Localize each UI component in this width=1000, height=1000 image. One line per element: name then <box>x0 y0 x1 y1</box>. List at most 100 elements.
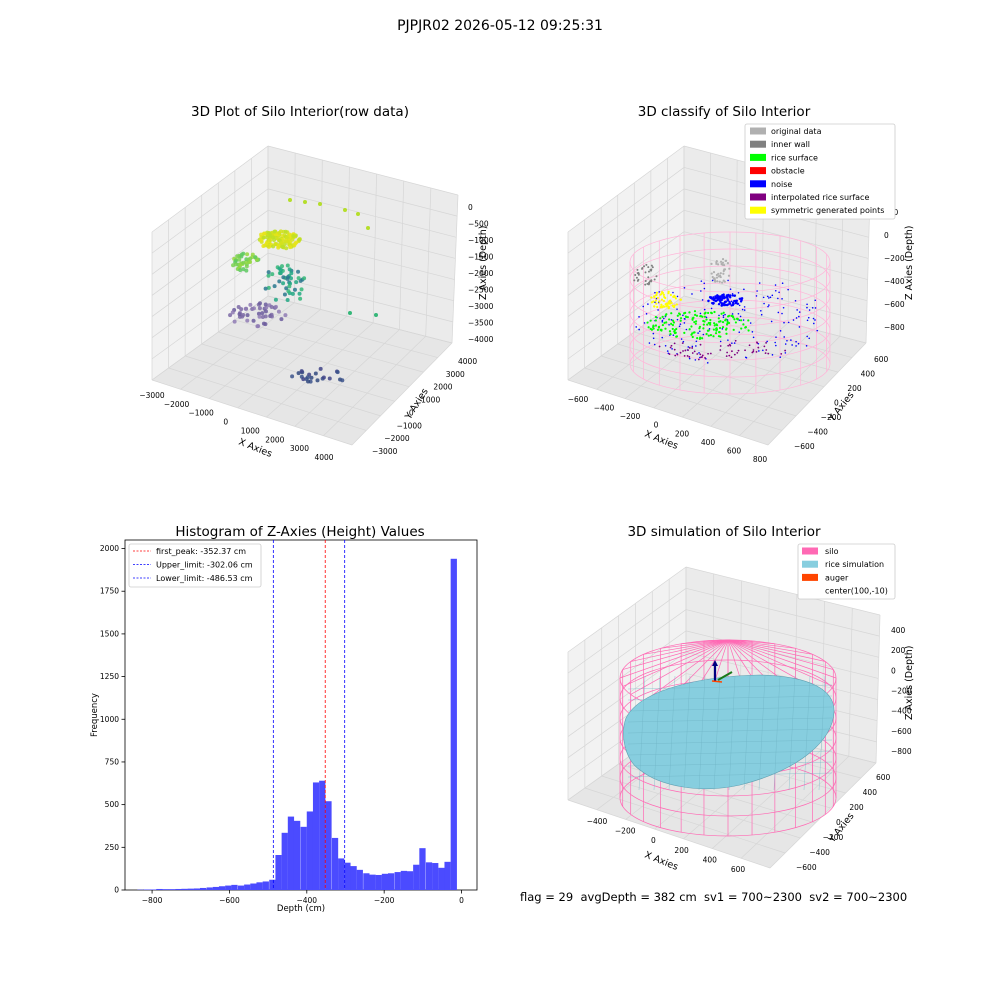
classified-point <box>724 259 728 262</box>
classified-point <box>690 325 693 328</box>
histogram-bar <box>444 861 451 890</box>
simulation-x-tick-label: −200 <box>615 827 636 836</box>
histogram-y-tick-label: 250 <box>105 843 120 852</box>
classified-point <box>707 352 709 355</box>
raw-plot-title: 3D Plot of Silo Interior(row data) <box>191 104 409 120</box>
classified-point <box>718 331 721 334</box>
classified-point <box>717 335 721 338</box>
classify-x-tick-label: −200 <box>620 412 641 421</box>
simulation-x-tick-labels: −400 −200 0 200 400 600 <box>587 817 746 874</box>
classified-point <box>744 326 747 329</box>
raw-data-point <box>278 241 283 246</box>
classified-point <box>787 288 789 291</box>
classified-point <box>701 315 704 318</box>
classified-point <box>798 315 800 318</box>
raw-data-point <box>279 317 284 322</box>
classified-point <box>700 280 703 282</box>
classified-point <box>719 275 722 279</box>
classified-point <box>654 301 656 304</box>
classified-point <box>661 320 664 323</box>
classify-y-tick-label: 200 <box>847 384 862 393</box>
classified-point <box>650 296 653 299</box>
classified-point <box>727 303 730 306</box>
classified-point <box>767 352 770 355</box>
classified-point <box>691 345 694 348</box>
classified-point <box>727 279 729 282</box>
classified-point <box>643 322 646 324</box>
raw-data-point <box>253 255 258 260</box>
histogram-bar <box>237 885 245 890</box>
histogram-x-tick-label: 0 <box>459 896 464 905</box>
classified-point <box>670 322 673 325</box>
classified-point <box>658 291 661 293</box>
classified-point <box>727 344 730 347</box>
classified-point <box>775 336 777 338</box>
classified-point <box>728 343 731 346</box>
classified-point <box>654 324 658 327</box>
classified-point <box>706 323 709 326</box>
raw-data-point <box>292 287 297 292</box>
classified-point <box>806 335 808 338</box>
classified-point <box>758 350 760 352</box>
classified-point <box>654 319 658 322</box>
classified-point <box>654 291 656 294</box>
classified-point <box>710 307 713 310</box>
classified-point <box>668 299 671 303</box>
raw-data-point <box>262 231 267 236</box>
classified-point <box>758 282 761 284</box>
classified-point <box>659 328 662 331</box>
simulation-legend: silo rice simulation auger center(100,-10) <box>797 543 896 600</box>
classified-point <box>805 345 808 347</box>
classified-point <box>767 305 769 308</box>
raw-x-tick-label: −3000 <box>139 391 165 400</box>
raw-data-point <box>244 268 249 273</box>
classified-point <box>794 299 797 302</box>
raw-data-point <box>313 371 318 376</box>
classified-point <box>683 317 686 320</box>
classify-x-tick-label: −600 <box>568 395 589 404</box>
classified-point <box>739 315 742 318</box>
classified-point <box>814 299 817 302</box>
classify-x-tick-label: 800 <box>753 455 768 464</box>
raw-data-point <box>288 198 292 202</box>
classified-point <box>700 290 702 292</box>
raw-data-point <box>285 298 290 303</box>
classified-point <box>765 341 768 344</box>
classified-point <box>670 301 673 305</box>
classified-point <box>816 329 819 332</box>
raw-z-tick-label: −4000 <box>468 335 494 344</box>
classified-point <box>742 319 745 321</box>
classified-point <box>699 356 701 359</box>
raw-data-point <box>277 231 282 236</box>
histogram-bar <box>150 889 157 890</box>
classified-point <box>743 288 745 291</box>
raw-data-point <box>327 376 332 381</box>
classified-point <box>647 266 650 269</box>
raw-data-point <box>241 313 246 318</box>
classified-point <box>681 342 684 345</box>
classify-y-axis-label: Y Axies <box>826 390 856 425</box>
classified-point <box>716 263 720 266</box>
classified-point <box>757 346 760 349</box>
classified-point <box>756 342 759 344</box>
legend-swatch <box>750 193 766 201</box>
simulation-y-tick-label: −200 <box>823 833 844 842</box>
classified-point <box>790 339 792 341</box>
raw-data-point <box>245 313 250 318</box>
classified-point <box>762 296 765 299</box>
classified-point <box>778 291 780 294</box>
classified-point <box>703 312 706 315</box>
classified-point <box>649 280 652 283</box>
classified-point <box>693 331 696 334</box>
classified-point <box>722 316 725 319</box>
histogram-bars <box>137 558 457 890</box>
raw-data-point <box>290 237 295 242</box>
classified-point <box>668 330 672 333</box>
classified-point <box>669 293 672 297</box>
histogram-bar <box>250 883 257 890</box>
classified-point <box>674 297 677 300</box>
simulation-legend-entry: center(100,-10) <box>825 587 888 596</box>
classified-point <box>700 356 703 359</box>
simulation-z-tick-label: −600 <box>891 727 912 736</box>
classified-point <box>696 337 699 340</box>
